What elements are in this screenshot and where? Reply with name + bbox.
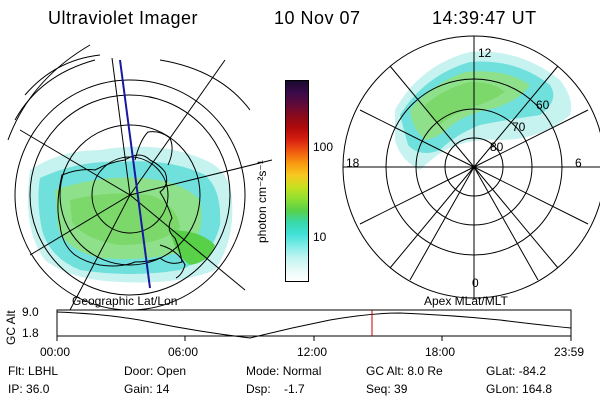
colorbar (285, 80, 309, 282)
right-emission-image (395, 51, 572, 170)
status-door: Door: Open (124, 364, 187, 378)
colorbar-tick-10: 10 (313, 230, 327, 244)
date-label: 10 Nov 07 (274, 8, 361, 28)
mlt-label-6: 6 (575, 156, 582, 170)
mlt-label-0: 0 (472, 276, 479, 290)
lat-label-70: 70 (512, 120, 526, 134)
status-ip: IP: 36.0 (8, 382, 50, 396)
status-seq: Seq: 39 (366, 382, 408, 396)
status-gc-alt: GC Alt: 8.0 Re (366, 364, 443, 378)
right-mlt-lines (343, 36, 600, 298)
left-emission-image (27, 146, 233, 283)
xtick-0600: 06:00 (168, 345, 199, 359)
status-gain: Gain: 14 (124, 382, 170, 396)
mlt-label-18: 18 (346, 156, 360, 170)
status-dsp: Dsp: -1.7 (246, 382, 305, 396)
lat-label-80: 80 (490, 140, 504, 154)
xtick-1200: 12:00 (297, 345, 328, 359)
xtick-2359: 23:59 (554, 345, 585, 359)
mlt-label-12: 12 (478, 46, 492, 60)
status-mode: Mode: Normal (246, 364, 322, 378)
altitude-ticks (56, 336, 572, 341)
lat-label-60: 60 (536, 98, 550, 112)
altitude-curve (56, 311, 572, 339)
altitude-ylabel: GC Alt (4, 310, 18, 345)
time-label: 14:39:47 UT (432, 8, 537, 28)
xtick-0000: 00:00 (40, 345, 71, 359)
left-map-caption: Geographic Lat/Lon (72, 294, 178, 308)
altitude-ytick-low: 1.8 (22, 326, 39, 340)
footprint-track (119, 59, 151, 289)
xtick-1800: 18:00 (425, 345, 456, 359)
colorbar-tick-100: 100 (313, 140, 334, 154)
colorbar-unit-label: photon cm⁻²s⁻¹ (255, 160, 269, 243)
status-glon: GLon: 164.8 (486, 382, 553, 396)
left-outer-arcs (7, 44, 251, 141)
status-flt: Flt: LBHL (8, 364, 59, 378)
right-map-caption: Apex MLat/MLT (424, 294, 508, 308)
status-glat: GLat: -84.2 (486, 364, 547, 378)
altitude-ytick-high: 9.0 (22, 305, 39, 319)
left-meridians (19, 57, 273, 311)
instrument-title: Ultraviolet Imager (48, 8, 199, 28)
